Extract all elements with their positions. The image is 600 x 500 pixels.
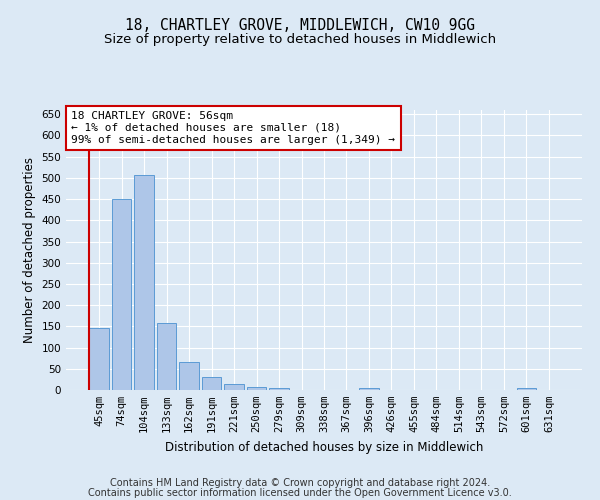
Bar [224,384,244,390]
Bar [157,323,176,390]
Bar [517,388,536,390]
Text: 18, CHARTLEY GROVE, MIDDLEWICH, CW10 9GG: 18, CHARTLEY GROVE, MIDDLEWICH, CW10 9GG [125,18,475,32]
Bar [89,328,109,390]
Bar [269,388,289,390]
Bar [179,362,199,390]
Bar [134,175,154,390]
Text: Contains public sector information licensed under the Open Government Licence v3: Contains public sector information licen… [88,488,512,498]
Y-axis label: Number of detached properties: Number of detached properties [23,157,36,343]
Text: 18 CHARTLEY GROVE: 56sqm
← 1% of detached houses are smaller (18)
99% of semi-de: 18 CHARTLEY GROVE: 56sqm ← 1% of detache… [71,112,395,144]
Bar [202,378,221,390]
Bar [112,199,131,390]
Bar [247,386,266,390]
Bar [359,388,379,390]
Text: Size of property relative to detached houses in Middlewich: Size of property relative to detached ho… [104,32,496,46]
X-axis label: Distribution of detached houses by size in Middlewich: Distribution of detached houses by size … [165,440,483,454]
Text: Contains HM Land Registry data © Crown copyright and database right 2024.: Contains HM Land Registry data © Crown c… [110,478,490,488]
